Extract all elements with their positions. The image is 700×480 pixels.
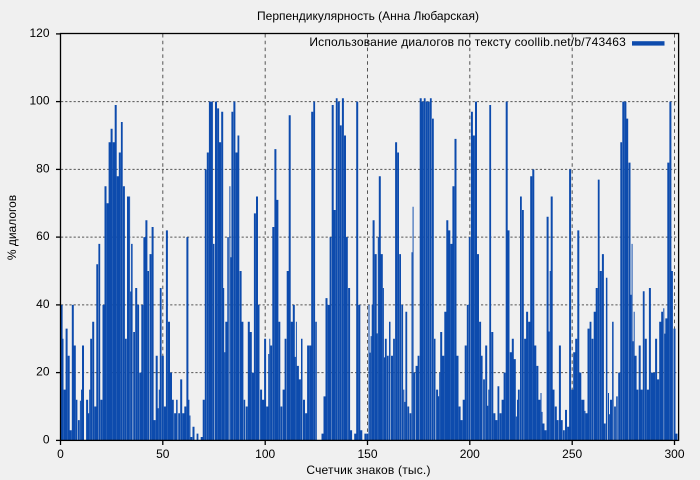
svg-text:300: 300 [664,447,684,461]
svg-text:50: 50 [156,447,170,461]
svg-text:250: 250 [562,447,582,461]
svg-text:150: 150 [357,447,377,461]
svg-text:200: 200 [460,447,480,461]
svg-text:% диалогов: % диалогов [5,195,19,260]
svg-text:0: 0 [43,432,50,446]
svg-text:40: 40 [36,297,50,311]
svg-text:Использование диалогов по текс: Использование диалогов по тексту coollib… [309,35,626,49]
svg-text:20: 20 [36,365,50,379]
svg-text:Счетчик знаков (тыс.): Счетчик знаков (тыс.) [306,463,430,477]
svg-text:0: 0 [57,447,64,461]
svg-text:100: 100 [29,94,49,108]
svg-text:80: 80 [36,161,50,175]
svg-text:60: 60 [36,229,50,243]
svg-text:120: 120 [29,26,49,40]
svg-text:100: 100 [255,447,275,461]
svg-text:Перпендикулярность (Анна Любар: Перпендикулярность (Анна Любарская) [257,9,479,23]
